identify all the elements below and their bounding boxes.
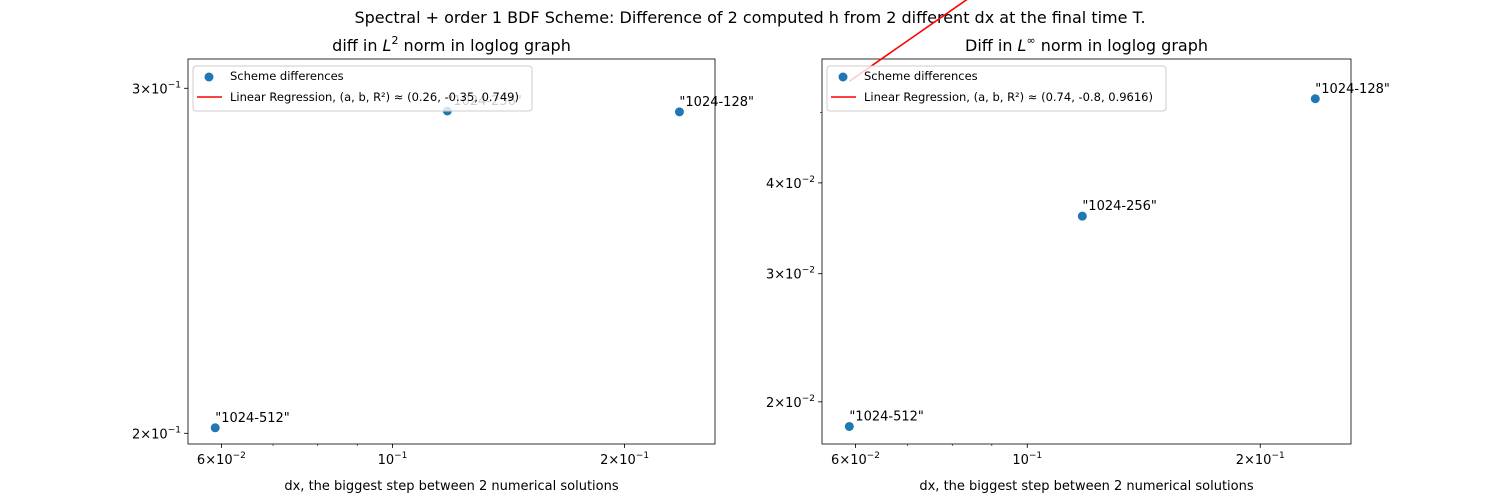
data-point [844,421,854,431]
x-tick-exp: −1 [1029,451,1042,461]
data-point [1077,211,1087,221]
legend: Scheme differences Linear Regression, (a,… [826,65,1167,112]
y-tick-base: 3×10 [766,268,802,283]
data-point [210,423,220,433]
x-tick-label: 2×10−1 [1236,451,1285,468]
chart-l2-norm: diff in L2 norm in loglog graph dx, the b… [132,34,754,494]
data-point-label: "1024-512" [215,411,290,426]
data-point-label: "1024-128" [679,95,754,110]
x-tick-exp: −2 [233,451,246,461]
axes-frame [821,58,1352,445]
data-point-label: "1024-128" [1315,82,1390,97]
chart-title-sup: ∞ [1026,34,1035,47]
regression-line [848,0,968,82]
chart-title-text: diff in [332,36,382,55]
chart-title-math: L [383,36,392,55]
axes-frame [187,58,716,445]
x-tick-base: 6×10 [831,453,867,468]
chart-title-rest: norm in loglog graph [398,36,570,55]
y-tick-exp: −2 [802,175,815,185]
legend-label-regression: Linear Regression, (a, b, R²) ≈ (0.74, -… [864,90,1153,104]
x-tick-exp: −1 [1271,451,1284,461]
y-tick-exp: −2 [802,266,815,276]
chart-title: diff in L2 norm in loglog graph [332,34,571,55]
legend-box [192,65,533,112]
y-tick-base: 2×10 [766,396,802,411]
y-tick-label: 3×10−1 [132,80,181,97]
x-tick-base: 10 [378,453,395,468]
x-tick-exp: −1 [394,451,407,461]
x-tick-label: 10−1 [1012,451,1042,468]
legend-box [826,65,1167,112]
x-tick-label: 10−1 [378,451,408,468]
legend-marker-scatter [838,72,848,82]
chart-title-math: L [1018,36,1027,55]
y-tick-label: 2×10−1 [132,425,181,442]
legend-label-regression: Linear Regression, (a, b, R²) ≈ (0.26, -… [230,90,519,104]
y-tick-base: 3×10 [132,82,168,97]
y-tick-base: 2×10 [132,427,168,442]
x-axis-label: dx, the biggest step between 2 numerical… [284,479,618,494]
legend: Scheme differences Linear Regression, (a,… [192,65,533,112]
legend-label-scatter: Scheme differences [230,69,344,83]
data-point [1310,94,1320,104]
x-tick-base: 6×10 [197,453,233,468]
y-tick-exp: −1 [168,80,181,90]
x-tick-base: 10 [1012,453,1029,468]
x-tick-exp: −2 [867,451,880,461]
y-tick-exp: −1 [168,425,181,435]
chart-linf-norm: Diff in L∞ norm in loglog graph dx, the b… [766,0,1390,494]
y-tick-label: 3×10−2 [766,266,815,283]
legend-label-scatter: Scheme differences [864,69,978,83]
x-tick-label: 2×10−1 [600,451,649,468]
y-tick-exp: −2 [802,394,815,404]
x-tick-label: 6×10−2 [197,451,246,468]
y-tick-label: 4×10−2 [766,175,815,192]
chart-title-text: Diff in [965,36,1018,55]
x-axis-label: dx, the biggest step between 2 numerical… [919,479,1253,494]
chart-title-sup: 2 [391,34,398,47]
legend-marker-scatter [204,72,214,82]
figure-suptitle: Spectral + order 1 BDF Scheme: Differenc… [354,8,1145,27]
chart-title-rest: norm in loglog graph [1036,36,1208,55]
y-tick-label: 2×10−2 [766,394,815,411]
x-tick-base: 2×10 [600,453,636,468]
y-tick-base: 4×10 [766,177,802,192]
data-point [674,107,684,117]
x-tick-exp: −1 [636,451,649,461]
x-tick-base: 2×10 [1236,453,1272,468]
chart-title: Diff in L∞ norm in loglog graph [965,34,1208,55]
data-point-label: "1024-256" [1082,199,1157,214]
x-tick-label: 6×10−2 [831,451,880,468]
data-point-label: "1024-512" [849,409,924,424]
